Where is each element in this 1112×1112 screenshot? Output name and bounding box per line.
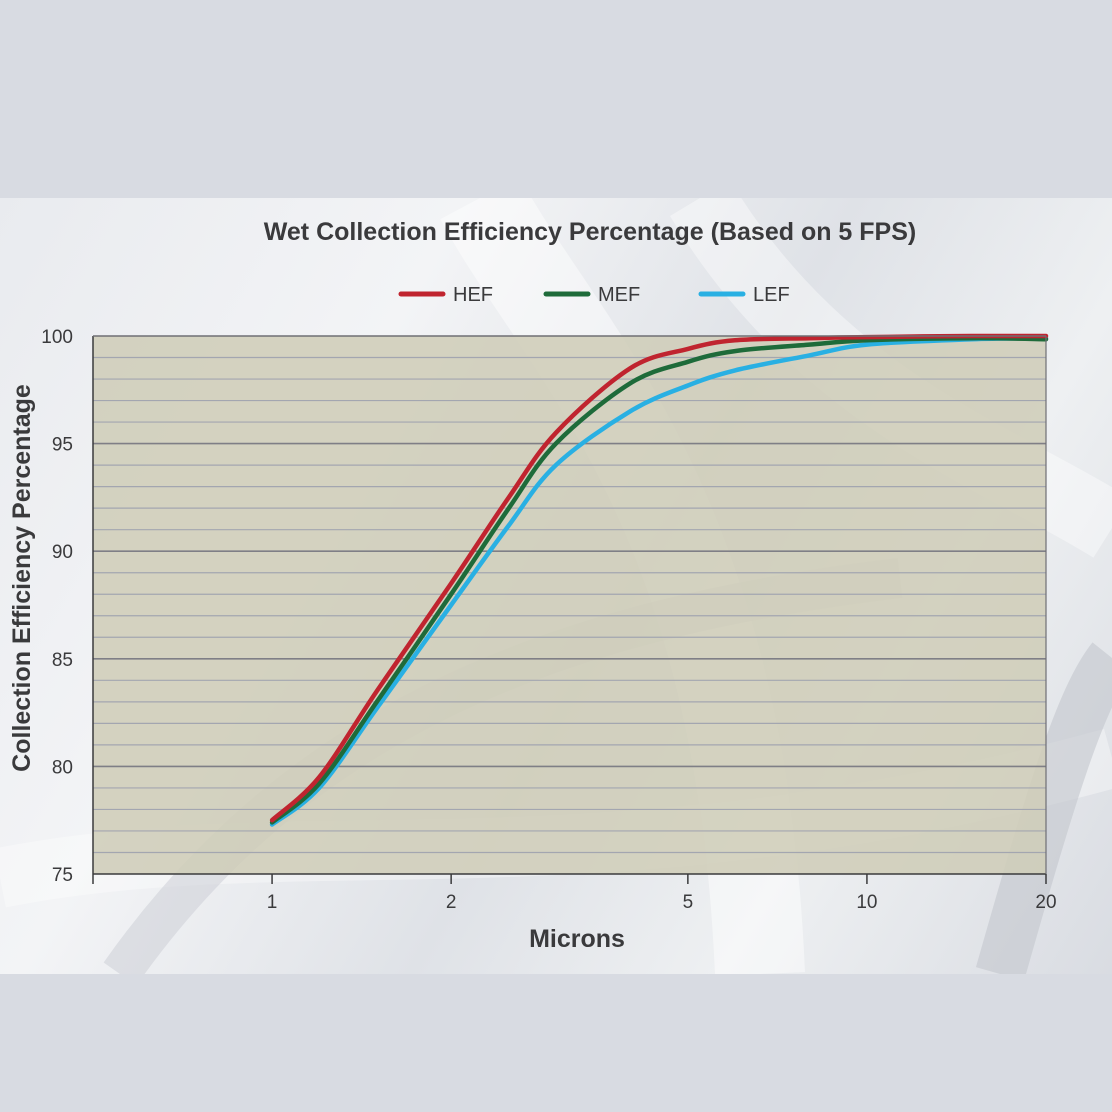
x-axis-label: Microns bbox=[529, 925, 625, 953]
chart-title: Wet Collection Efficiency Percentage (Ba… bbox=[264, 218, 916, 246]
x-tick-label: 20 bbox=[1035, 892, 1056, 913]
series-line-hef bbox=[269, 333, 1049, 823]
x-tick-label: 5 bbox=[683, 892, 694, 913]
axes bbox=[92, 335, 1047, 875]
y-tick-label: 90 bbox=[52, 542, 73, 563]
series-line-mef bbox=[269, 335, 1049, 825]
gridlines bbox=[93, 356, 1046, 854]
y-tick-label: 75 bbox=[52, 865, 73, 886]
legend: HEF MEF LEF bbox=[398, 284, 790, 306]
y-tick-label: 95 bbox=[52, 435, 73, 456]
x-axis-ticks: 1 2 5 10 20 bbox=[92, 874, 1057, 913]
x-tick-label: 2 bbox=[446, 892, 457, 913]
y-axis-ticks: 75 80 85 90 95 100 bbox=[41, 327, 73, 886]
legend-label-mef: MEF bbox=[598, 284, 640, 306]
y-axis-label: Collection Efficiency Percentage bbox=[8, 384, 36, 772]
y-tick-label: 100 bbox=[41, 327, 73, 348]
y-tick-label: 80 bbox=[52, 757, 73, 778]
legend-label-hef: HEF bbox=[453, 284, 493, 306]
y-tick-label: 85 bbox=[52, 650, 73, 671]
series-lines bbox=[269, 333, 1049, 827]
x-tick-label: 1 bbox=[267, 892, 278, 913]
plot-area bbox=[93, 336, 1046, 874]
series-line-lef bbox=[269, 335, 1049, 827]
legend-label-lef: LEF bbox=[753, 284, 790, 306]
x-tick-label: 10 bbox=[856, 892, 877, 913]
